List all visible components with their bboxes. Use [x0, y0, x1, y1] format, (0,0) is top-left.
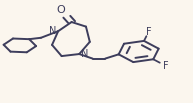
Text: N: N	[49, 26, 57, 36]
Text: F: F	[146, 27, 151, 37]
Text: F: F	[163, 61, 168, 71]
Text: O: O	[57, 5, 65, 15]
Text: N: N	[81, 49, 88, 59]
